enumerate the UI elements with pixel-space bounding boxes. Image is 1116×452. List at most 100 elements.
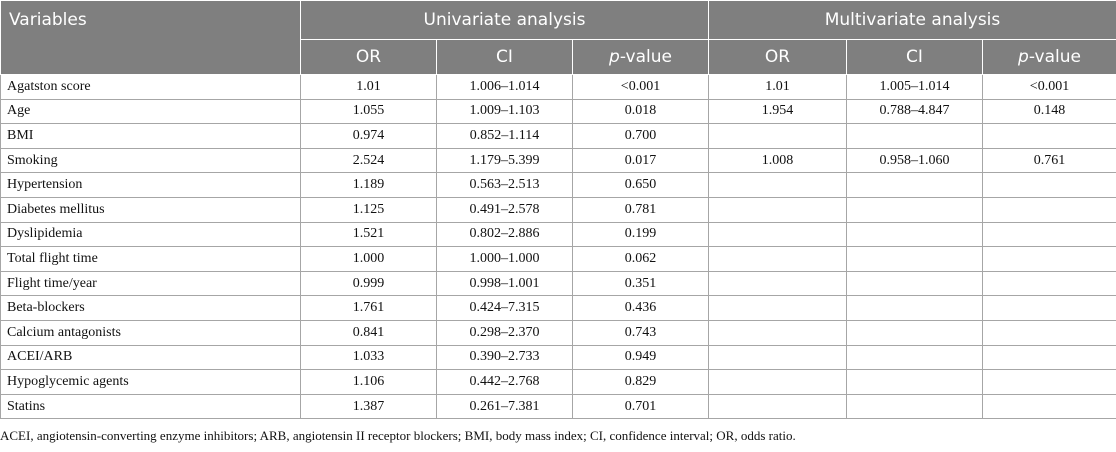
multi-pvalue-cell xyxy=(981,270,1116,297)
variable-cell: Age xyxy=(0,98,301,125)
variable-cell: Smoking xyxy=(0,147,301,174)
variable-cell: Hypertension xyxy=(0,172,301,198)
multi-pvalue-cell xyxy=(981,295,1116,321)
multi-ci-cell: 1.005–1.014 xyxy=(846,74,983,100)
multi-or-cell xyxy=(708,295,847,321)
uni-or-cell: 1.01 xyxy=(300,74,437,100)
multi-or-cell xyxy=(708,393,847,420)
table-row: Statins 1.387 0.261–7.381 0.701 xyxy=(0,393,1116,420)
multi-ci-cell xyxy=(846,123,983,149)
uni-ci-cell: 0.491–2.578 xyxy=(436,196,573,223)
header-uni-pvalue: p-value xyxy=(572,39,709,75)
multi-or-cell xyxy=(708,270,847,297)
multi-ci-cell xyxy=(846,270,983,297)
uni-pvalue-cell: 0.351 xyxy=(572,270,709,297)
header-p-rest: -value xyxy=(619,47,672,67)
variable-cell: Flight time/year xyxy=(0,270,301,297)
variable-cell: Total flight time xyxy=(0,246,301,272)
multi-or-cell xyxy=(708,344,847,371)
uni-or-cell: 0.841 xyxy=(300,319,437,346)
multi-ci-cell xyxy=(846,196,983,223)
multi-ci-cell xyxy=(846,172,983,198)
multi-ci-cell: 0.958–1.060 xyxy=(846,147,983,174)
uni-or-cell: 1.055 xyxy=(300,98,437,125)
multi-ci-cell xyxy=(846,369,983,395)
multi-ci-cell: 0.788–4.847 xyxy=(846,98,983,125)
header-multivariate: Multivariate analysis xyxy=(707,0,1116,40)
multi-or-cell xyxy=(708,369,847,395)
uni-or-cell: 0.974 xyxy=(300,123,437,149)
header-multi-pvalue: p-value xyxy=(981,39,1116,75)
multi-pvalue-cell: <0.001 xyxy=(981,74,1116,100)
uni-pvalue-cell: 0.436 xyxy=(572,295,709,321)
variable-cell: Diabetes mellitus xyxy=(0,196,301,223)
uni-pvalue-cell: 0.781 xyxy=(572,196,709,223)
uni-ci-cell: 0.563–2.513 xyxy=(436,172,573,198)
uni-ci-cell: 0.390–2.733 xyxy=(436,344,573,371)
uni-ci-cell: 0.852–1.114 xyxy=(436,123,573,149)
variable-cell: Calcium antagonists xyxy=(0,319,301,346)
multi-pvalue-cell: 0.148 xyxy=(981,98,1116,125)
multi-or-cell: 1.008 xyxy=(708,147,847,174)
multi-ci-cell xyxy=(846,221,983,248)
uni-ci-cell: 1.179–5.399 xyxy=(436,147,573,174)
table-row: Hypertension 1.189 0.563–2.513 0.650 xyxy=(0,172,1116,198)
uni-ci-cell: 0.424–7.315 xyxy=(436,295,573,321)
multi-pvalue-cell xyxy=(981,123,1116,149)
multi-pvalue-cell xyxy=(981,319,1116,346)
table-row: BMI 0.974 0.852–1.114 0.700 xyxy=(0,123,1116,149)
table-row: Total flight time 1.000 1.000–1.000 0.062 xyxy=(0,246,1116,272)
table-row: Hypoglycemic agents 1.106 0.442–2.768 0.829 xyxy=(0,369,1116,395)
multi-or-cell xyxy=(708,172,847,198)
table-row: Diabetes mellitus 1.125 0.491–2.578 0.781 xyxy=(0,196,1116,223)
multi-ci-cell xyxy=(846,344,983,371)
multi-or-cell xyxy=(708,319,847,346)
uni-ci-cell: 0.998–1.001 xyxy=(436,270,573,297)
uni-pvalue-cell: 0.829 xyxy=(572,369,709,395)
uni-pvalue-cell: 0.062 xyxy=(572,246,709,272)
uni-pvalue-cell: 0.018 xyxy=(572,98,709,125)
multi-or-cell xyxy=(708,196,847,223)
uni-or-cell: 1.761 xyxy=(300,295,437,321)
multi-or-cell xyxy=(708,246,847,272)
variable-cell: BMI xyxy=(0,123,301,149)
multi-pvalue-cell xyxy=(981,172,1116,198)
uni-or-cell: 1.125 xyxy=(300,196,437,223)
multi-pvalue-cell xyxy=(981,221,1116,248)
uni-or-cell: 1.000 xyxy=(300,246,437,272)
variable-cell: ACEI/ARB xyxy=(0,344,301,371)
multi-pvalue-cell xyxy=(981,344,1116,371)
variable-cell: Beta-blockers xyxy=(0,295,301,321)
table-footnote: ACEI, angiotensin-converting enzyme inhi… xyxy=(0,428,796,443)
uni-ci-cell: 0.298–2.370 xyxy=(436,319,573,346)
uni-ci-cell: 1.006–1.014 xyxy=(436,74,573,100)
multi-pvalue-cell xyxy=(981,196,1116,223)
header-multi-or: OR xyxy=(708,39,847,75)
multi-ci-cell xyxy=(846,295,983,321)
table-header: Variables Univariate analysis Multivaria… xyxy=(0,0,1116,75)
uni-pvalue-cell: 0.700 xyxy=(572,123,709,149)
uni-pvalue-cell: <0.001 xyxy=(572,74,709,100)
multi-or-cell xyxy=(708,221,847,248)
variable-cell: Statins xyxy=(0,393,301,420)
uni-ci-cell: 0.261–7.381 xyxy=(436,393,573,420)
uni-ci-cell: 1.000–1.000 xyxy=(436,246,573,272)
table-row: Age 1.055 1.009–1.103 0.018 1.954 0.788–4.847… xyxy=(0,98,1116,125)
uni-or-cell: 1.106 xyxy=(300,369,437,395)
multi-or-cell: 1.01 xyxy=(708,74,847,100)
header-multi-ci: CI xyxy=(846,39,983,75)
multi-ci-cell xyxy=(846,246,983,272)
uni-or-cell: 1.189 xyxy=(300,172,437,198)
table-row: Calcium antagonists 0.841 0.298–2.370 0.743 xyxy=(0,319,1116,346)
variable-cell: Dyslipidemia xyxy=(0,221,301,248)
multi-pvalue-cell: 0.761 xyxy=(981,147,1116,174)
header-p-italic: p xyxy=(609,47,620,67)
table-row: Beta-blockers 1.761 0.424–7.315 0.436 xyxy=(0,295,1116,321)
uni-pvalue-cell: 0.743 xyxy=(572,319,709,346)
multi-pvalue-cell xyxy=(981,393,1116,420)
variable-cell: Hypoglycemic agents xyxy=(0,369,301,395)
multi-or-cell xyxy=(708,123,847,149)
header-univariate: Univariate analysis xyxy=(300,0,709,40)
table-row: Dyslipidemia 1.521 0.802–2.886 0.199 xyxy=(0,221,1116,248)
table-row: Smoking 2.524 1.179–5.399 0.017 1.008 0.958–1… xyxy=(0,147,1116,174)
